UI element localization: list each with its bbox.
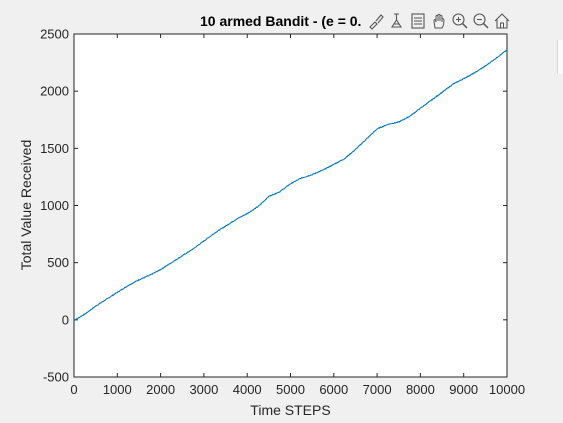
- y-tick-label: 1000: [40, 198, 69, 213]
- zoom-out-icon[interactable]: [471, 11, 491, 31]
- y-tick-label: 0: [62, 312, 69, 327]
- plot-area[interactable]: [73, 33, 508, 378]
- x-tick-label: 8000: [406, 382, 435, 397]
- zoom-in-icon[interactable]: [450, 11, 470, 31]
- x-axis-label: Time STEPS: [250, 402, 330, 418]
- legend-toggle-icon[interactable]: [408, 11, 428, 31]
- y-tick-label: -500: [43, 370, 69, 385]
- data-tips-icon[interactable]: [387, 11, 407, 31]
- series-line: [73, 49, 508, 321]
- chart-title: 10 armed Bandit - (e = 0.: [200, 13, 361, 29]
- home-icon[interactable]: [492, 11, 512, 31]
- pan-icon[interactable]: [429, 11, 449, 31]
- splitter-handle[interactable]: [557, 40, 563, 74]
- x-tick-label: 0: [70, 382, 77, 397]
- y-tick-label: 1500: [40, 141, 69, 156]
- y-tick-label: 2500: [40, 27, 69, 42]
- brush-icon[interactable]: [366, 11, 386, 31]
- x-tick-label: 5000: [276, 382, 305, 397]
- y-axis-label: Total Value Received: [18, 140, 34, 270]
- x-tick-label: 4000: [233, 382, 262, 397]
- x-tick-label: 9000: [449, 382, 478, 397]
- axes-toolbar: [366, 10, 512, 32]
- x-tick-label: 7000: [363, 382, 392, 397]
- x-tick-label: 10000: [489, 382, 525, 397]
- x-tick-label: 6000: [319, 382, 348, 397]
- x-tick-label: 1000: [103, 382, 132, 397]
- x-tick-label: 2000: [146, 382, 175, 397]
- figure-edge: [557, 0, 563, 423]
- y-tick-label: 500: [47, 255, 69, 270]
- x-tick-label: 3000: [189, 382, 218, 397]
- y-tick-label: 2000: [40, 84, 69, 99]
